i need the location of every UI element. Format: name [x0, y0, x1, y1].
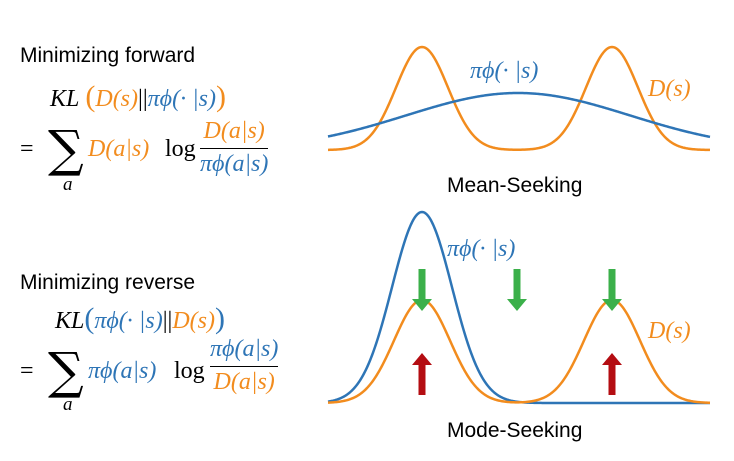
forward-kl-expression: KL (D(s)||πϕ(· |s)) — [50, 80, 226, 114]
forward-heading: Minimizing forward — [20, 44, 196, 67]
mode-seeking-caption: Mode-Seeking — [447, 419, 583, 442]
forward-denominator: πϕ(a|s) — [200, 150, 269, 177]
reverse-sum-index: a — [63, 394, 73, 415]
reverse-fraction: πϕ(a|s) D(a|s) — [210, 336, 279, 396]
down-arrow-shape — [507, 269, 527, 311]
forward-open-paren: ( — [85, 80, 96, 113]
bottom-policy-label: πϕ(· |s) — [447, 236, 516, 262]
top-target-label: D(s) — [648, 76, 691, 102]
forward-kl-sep: || — [138, 86, 148, 112]
reverse-kl-policy: πϕ(· |s) — [94, 308, 163, 334]
forward-kl-policy: πϕ(· |s) — [147, 86, 216, 112]
up-arrow-shape — [412, 353, 432, 395]
forward-weight: D(a|s) — [88, 136, 150, 162]
up-arrow-icon — [412, 353, 432, 395]
forward-numerator: D(a|s) — [203, 118, 265, 144]
reverse-denominator: D(a|s) — [213, 368, 275, 395]
bottom-target-curve — [327, 298, 711, 405]
forward-equals: = — [20, 136, 34, 162]
reverse-kl-symbol: KL — [55, 308, 85, 334]
reverse-open-paren: ( — [84, 302, 95, 335]
reverse-log: log — [174, 358, 205, 384]
down-arrow-icon — [602, 269, 622, 311]
reverse-equals: = — [20, 358, 34, 384]
bottom-target-label: D(s) — [648, 318, 691, 344]
reverse-numerator: πϕ(a|s) — [210, 336, 279, 362]
forward-fraction: D(a|s) πϕ(a|s) — [200, 118, 269, 178]
down-arrow-shape — [412, 269, 432, 311]
up-arrow-icon — [602, 353, 622, 395]
up-arrow-shape — [602, 353, 622, 395]
down-arrow-icon — [412, 269, 432, 311]
reverse-close-paren: ) — [215, 302, 225, 335]
mean-seeking-caption: Mean-Seeking — [447, 174, 583, 197]
reverse-fraction-bar — [210, 365, 279, 367]
forward-kl-target: D(s) — [95, 86, 139, 112]
forward-kl-symbol: KL — [50, 86, 80, 112]
reverse-weight: πϕ(a|s) — [88, 358, 157, 384]
down-arrow-shape — [602, 269, 622, 311]
reverse-kl-sep: || — [162, 308, 173, 334]
reverse-kl-expression: KL(πϕ(· |s)||D(s)) — [55, 302, 225, 336]
top-policy-curve — [327, 91, 711, 139]
forward-close-paren: ) — [216, 80, 226, 113]
reverse-kl-target: D(s) — [172, 308, 215, 334]
reverse-heading: Minimizing reverse — [20, 271, 196, 294]
down-arrow-icon — [507, 269, 527, 311]
top-target-curve — [327, 45, 711, 152]
forward-sum-symbol: ∑ — [48, 120, 84, 178]
reverse-sum-symbol: ∑ — [48, 342, 84, 400]
forward-sum-index: a — [63, 174, 73, 195]
forward-fraction-bar — [200, 147, 269, 149]
forward-log: log — [165, 136, 196, 162]
top-policy-label: πϕ(· |s) — [470, 58, 539, 84]
